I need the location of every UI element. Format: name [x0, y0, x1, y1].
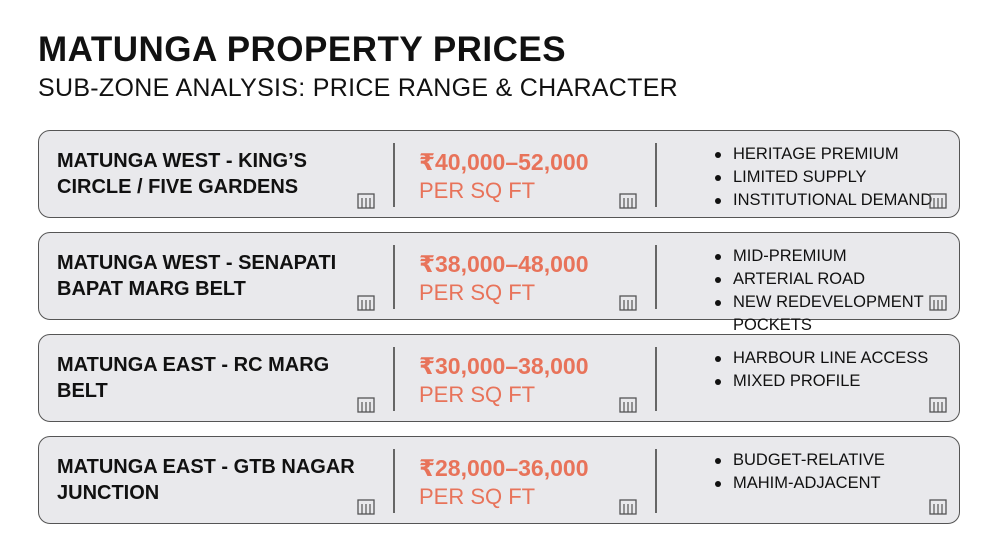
- icon-graphic: [619, 499, 637, 515]
- price-range: ₹30,000–38,000: [419, 353, 589, 379]
- icon-graphic: [357, 499, 375, 515]
- trait: INSTITUTIONAL DEMAND: [715, 189, 955, 212]
- icon-graphic: [929, 295, 947, 311]
- price-block: ₹30,000–38,000 PER SQ FT: [419, 335, 659, 421]
- divider: [393, 347, 395, 411]
- traits: HERITAGE PREMIUM LIMITED SUPPLY INSTITUTIO…: [675, 131, 955, 217]
- icon: [927, 495, 949, 517]
- zone-name: MATUNGA WEST - SENAPATI BAPAT MARG BELT: [57, 252, 337, 300]
- icon: [617, 393, 639, 415]
- trait: HERITAGE PREMIUM: [715, 143, 955, 166]
- divider: [393, 143, 395, 207]
- zone-name: MATUNGA EAST - RC MARG BELT: [57, 354, 330, 402]
- icon: [927, 291, 949, 313]
- trait: HARBOUR LINE ACCESS: [715, 347, 955, 370]
- traits: HARBOUR LINE ACCESS MIXED PROFILE: [675, 335, 955, 421]
- zone-name: MATUNGA EAST - GTB NAGAR JUNCTION: [57, 456, 355, 504]
- icon-graphic: [357, 397, 375, 413]
- trait: BUDGET-RELATIVE: [715, 449, 955, 472]
- divider: [655, 347, 657, 411]
- title: MATUNGA PROPERTY PRICES: [38, 30, 567, 69]
- trait: MID-PREMIUM: [715, 245, 955, 268]
- zone-card: MATUNGA EAST - RC MARG BELT ₹30,000–38,00…: [38, 334, 960, 422]
- divider: [655, 143, 657, 207]
- trait: NEW REDEVELOPMENT POCKETS: [715, 291, 955, 337]
- icon-graphic: [619, 193, 637, 209]
- price-block: ₹28,000–36,000 PER SQ FT: [419, 437, 659, 523]
- price-unit: PER SQ FT: [419, 382, 536, 407]
- trait: MIXED PROFILE: [715, 370, 955, 393]
- icon-graphic: [619, 295, 637, 311]
- icon-graphic: [357, 193, 375, 209]
- price-unit: PER SQ FT: [419, 484, 536, 509]
- icon: [927, 189, 949, 211]
- icon-graphic: [929, 193, 947, 209]
- divider: [393, 449, 395, 513]
- traits: BUDGET-RELATIVE MAHIM-ADJACENT: [675, 437, 955, 523]
- price-block: ₹40,000–52,000 PER SQ FT: [419, 131, 659, 217]
- price-unit: PER SQ FT: [419, 178, 536, 203]
- subtitle: SUB-ZONE ANALYSIS: PRICE RANGE & CHARACT…: [38, 74, 679, 102]
- zone-card: MATUNGA EAST - GTB NAGAR JUNCTION ₹28,000…: [38, 436, 960, 524]
- icon-graphic: [357, 295, 375, 311]
- icon: [617, 189, 639, 211]
- icon: [355, 393, 377, 415]
- icon-graphic: [619, 397, 637, 413]
- trait: ARTERIAL ROAD: [715, 268, 955, 291]
- icon: [927, 393, 949, 415]
- zone-card: MATUNGA WEST - SENAPATI BAPAT MARG BELT ₹…: [38, 232, 960, 334]
- zone-name: MATUNGA WEST - KING’S CIRCLE / FIVE GARD…: [57, 150, 307, 198]
- icon: [617, 291, 639, 313]
- zone-card: MATUNGA WEST - KING’S CIRCLE / FIVE GARD…: [38, 130, 960, 218]
- icon: [355, 189, 377, 211]
- icon-graphic: [929, 499, 947, 515]
- price-range: ₹28,000–36,000: [419, 455, 589, 481]
- divider: [393, 245, 395, 309]
- divider: [655, 245, 657, 309]
- divider: [655, 449, 657, 513]
- icon: [617, 495, 639, 517]
- price-range: ₹40,000–52,000: [419, 149, 589, 175]
- price-unit: PER SQ FT: [419, 280, 536, 305]
- price-range: ₹38,000–48,000: [419, 251, 589, 277]
- trait: LIMITED SUPPLY: [715, 166, 955, 189]
- traits: MID-PREMIUM ARTERIAL ROAD NEW REDEVELOPMEN…: [675, 233, 955, 334]
- icon: [355, 495, 377, 517]
- price-block: ₹38,000–48,000 PER SQ FT: [419, 233, 659, 319]
- icon: [355, 291, 377, 313]
- trait: MAHIM-ADJACENT: [715, 472, 955, 495]
- icon-graphic: [929, 397, 947, 413]
